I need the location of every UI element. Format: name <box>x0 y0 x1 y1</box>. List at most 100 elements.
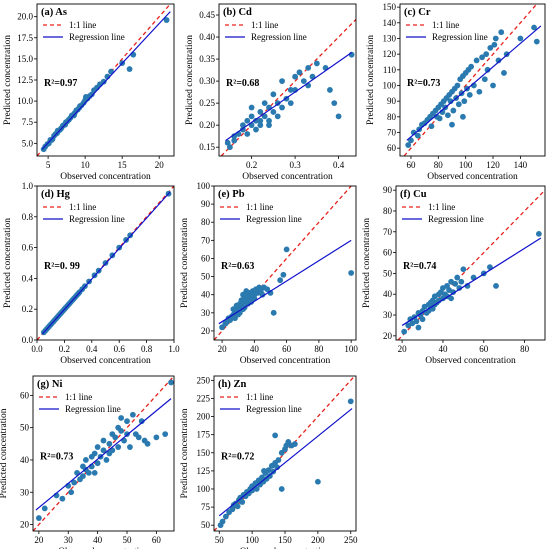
x-tick-label: 60 <box>479 344 489 354</box>
regression-line <box>41 11 171 150</box>
r-squared-label: R²=0.74 <box>403 261 436 272</box>
y-tick-label: 40 <box>20 455 30 465</box>
x-tick-label: 0.2 <box>59 344 70 354</box>
data-point <box>449 121 455 128</box>
data-point <box>274 113 281 120</box>
y-tick-label: 20 <box>201 326 211 336</box>
y-tick-label: 60 <box>201 253 211 263</box>
data-point <box>231 133 238 140</box>
x-tick-label: 80 <box>314 344 324 354</box>
x-tick-label: 80 <box>434 160 444 170</box>
data-point <box>419 316 426 323</box>
r-squared-label: R²=0.63 <box>221 261 254 272</box>
panel-title: (b) Cd <box>223 7 252 18</box>
data-point <box>473 57 480 64</box>
r-squared-label: R²=0. 99 <box>44 261 80 272</box>
x-axis-label: Observed concentration <box>240 356 331 366</box>
data-point <box>94 460 101 467</box>
y-tick-label: 150 <box>383 2 397 12</box>
panel-g: 20304050602030405060Observed concentrati… <box>0 375 175 549</box>
y-tick-label: 20.0 <box>17 12 33 22</box>
x-axis-label: Observed concentration <box>425 356 516 366</box>
data-point <box>487 44 494 51</box>
y-tick-label: 20 <box>20 520 30 530</box>
y-tick-label: 0.35 <box>199 54 215 64</box>
legend-regression-label: Regression line <box>65 404 121 414</box>
data-point <box>272 432 279 439</box>
data-point <box>91 450 98 457</box>
y-tick-label: 225 <box>197 393 211 403</box>
y-tick-label: 80 <box>201 217 211 227</box>
regression-line <box>218 408 353 517</box>
x-tick-label: 150 <box>278 535 292 545</box>
data-point <box>279 78 285 85</box>
data-point <box>244 117 251 124</box>
data-point <box>484 66 491 73</box>
data-point <box>118 415 125 421</box>
y-tick-label: 100 <box>197 484 211 494</box>
x-tick-label: 10 <box>81 160 91 170</box>
r-squared-label: R²=0.73 <box>407 78 440 89</box>
panel-f: 20 40 60 80 20 30 40 50 60 70 80 90 Observed concent… <box>362 185 546 366</box>
x-tick-label: 15 <box>118 160 128 170</box>
legend-one-to-one-label: 1:1 line <box>432 20 459 30</box>
data-point <box>232 315 238 322</box>
data-point <box>129 411 136 418</box>
y-tick-label: 110 <box>383 65 397 75</box>
y-tick-label: 90 <box>201 199 211 209</box>
x-tick-label: 40 <box>438 344 448 354</box>
data-point <box>270 309 277 316</box>
regression-line <box>35 398 172 511</box>
data-point <box>455 101 462 108</box>
panel-title: (f) Cu <box>400 189 427 200</box>
data-point <box>479 54 485 61</box>
y-tick-label: 10.0 <box>17 96 33 106</box>
data-point <box>492 35 499 42</box>
x-tick-label: 0.2 <box>246 160 257 170</box>
x-axis-label: Observed concentration <box>242 172 333 182</box>
y-axis-label: Predicted concentration <box>180 218 190 308</box>
y-axis-label: Predicted concentration <box>180 408 190 498</box>
data-point <box>106 440 113 447</box>
data-point <box>517 35 524 42</box>
y-tick-label: 0.8 <box>22 212 34 222</box>
data-point <box>257 122 264 129</box>
data-point <box>35 515 42 521</box>
x-tick-label: 0.8 <box>141 344 153 354</box>
data-point <box>468 63 475 70</box>
y-tick-label: 50 <box>201 520 211 530</box>
x-tick-label: 20 <box>155 160 165 170</box>
data-point <box>261 100 268 107</box>
data-point <box>126 66 133 72</box>
x-tick-label: 200 <box>311 535 325 545</box>
data-point <box>224 139 231 146</box>
y-tick-label: 80 <box>383 206 393 216</box>
data-point <box>401 328 408 335</box>
data-point <box>240 291 246 298</box>
data-point <box>265 467 272 474</box>
x-tick-label: 100 <box>344 344 358 354</box>
data-point <box>491 41 498 48</box>
data-point <box>163 17 170 23</box>
y-tick-label: 80 <box>387 112 397 122</box>
regression-line <box>406 25 542 141</box>
data-point <box>493 282 499 289</box>
data-point <box>283 246 290 253</box>
data-point <box>313 60 320 67</box>
data-point <box>274 464 281 471</box>
data-point <box>447 98 454 105</box>
y-tick-label: 100 <box>197 181 211 191</box>
data-point <box>231 137 238 144</box>
data-point <box>327 87 333 93</box>
data-point <box>85 469 92 476</box>
data-point <box>481 76 488 83</box>
y-tick-label: 60 <box>20 390 30 400</box>
x-tick-label: 0.4 <box>333 160 345 170</box>
data-point <box>454 82 461 89</box>
data-point <box>127 444 133 450</box>
x-axis-label: Observed concentration <box>60 172 151 182</box>
y-tick-label: 20 <box>383 331 393 341</box>
data-point <box>535 230 542 237</box>
plot-frame <box>32 375 175 532</box>
data-point <box>41 505 48 512</box>
